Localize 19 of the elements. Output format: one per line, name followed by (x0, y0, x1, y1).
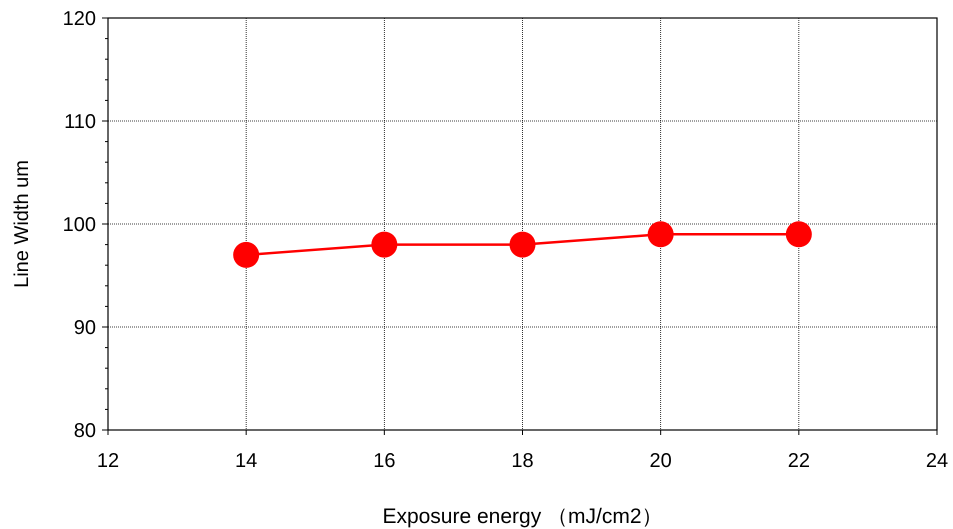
y-tick-label: 80 (74, 420, 96, 442)
y-axis-title: Line Width um (11, 160, 33, 288)
x-tick-label: 16 (373, 450, 396, 472)
x-tick-label: 18 (511, 450, 534, 472)
point (233, 242, 260, 268)
x-tick-label: 12 (96, 450, 120, 472)
y-tick-label: 90 (74, 317, 96, 339)
x-tick-label: 20 (650, 450, 672, 472)
x-tick-label: 22 (788, 450, 810, 472)
point (510, 232, 536, 258)
x-axis-title: Exposure energy （mJ/cm2） (382, 505, 663, 528)
y-tick-label: 110 (64, 111, 96, 133)
point (648, 221, 674, 248)
point (786, 221, 812, 248)
x-tick-label: 24 (926, 450, 948, 472)
x-tick-label: 14 (235, 450, 258, 472)
y-tick-label: 100 (62, 214, 96, 236)
point (371, 232, 398, 258)
y-tick-label: 120 (62, 8, 96, 30)
